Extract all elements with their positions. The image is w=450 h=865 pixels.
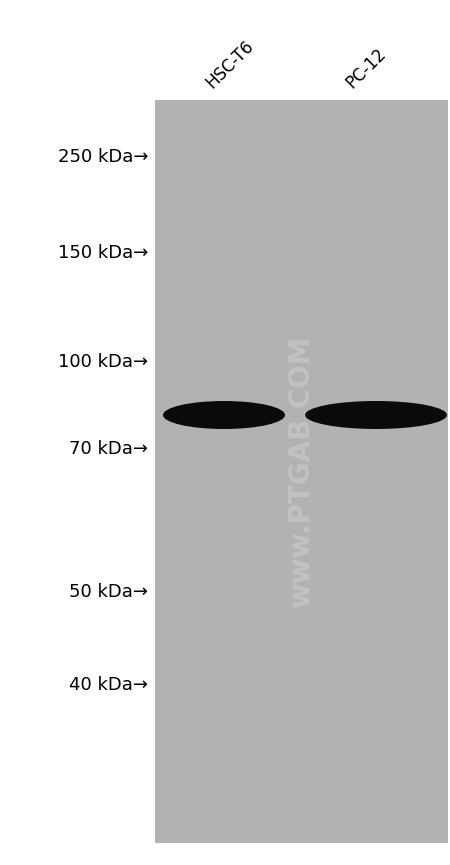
Text: HSC-T6: HSC-T6 bbox=[202, 37, 257, 92]
Text: 50 kDa→: 50 kDa→ bbox=[69, 583, 148, 601]
Ellipse shape bbox=[305, 401, 447, 429]
Text: PC-12: PC-12 bbox=[342, 45, 389, 92]
Text: 100 kDa→: 100 kDa→ bbox=[58, 353, 148, 371]
Text: 70 kDa→: 70 kDa→ bbox=[69, 440, 148, 458]
Text: 150 kDa→: 150 kDa→ bbox=[58, 244, 148, 262]
Text: 250 kDa→: 250 kDa→ bbox=[58, 148, 148, 166]
Bar bbox=[155, 100, 448, 843]
Text: www.PTGAB.COM: www.PTGAB.COM bbox=[288, 336, 315, 608]
Ellipse shape bbox=[163, 401, 285, 429]
Text: 40 kDa→: 40 kDa→ bbox=[69, 676, 148, 694]
